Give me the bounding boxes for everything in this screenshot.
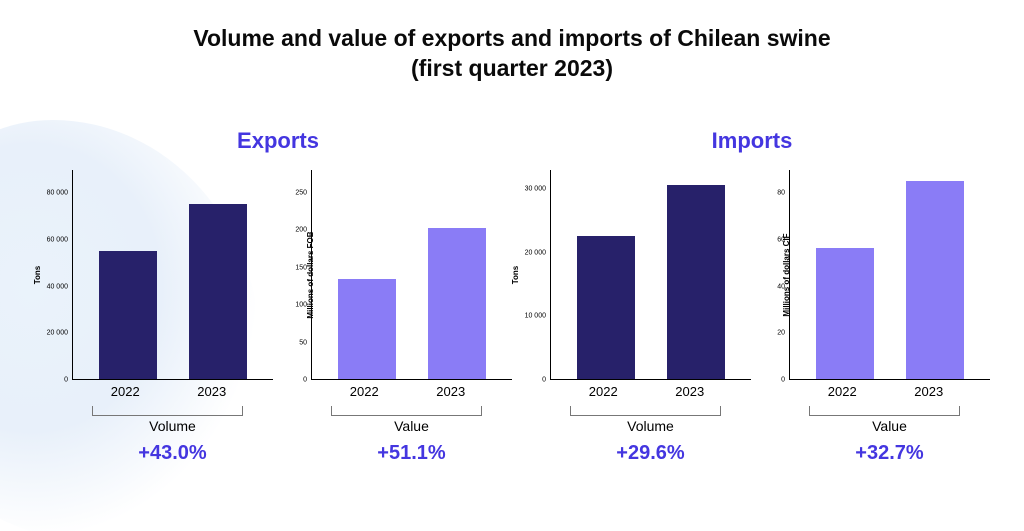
- y-tick: 100: [295, 302, 307, 309]
- y-tick: 80: [777, 190, 785, 197]
- page-title: Volume and value of exports and imports …: [0, 24, 1024, 84]
- bar: [99, 251, 157, 379]
- y-tick: 20 000: [525, 249, 546, 256]
- plot-area: [311, 170, 512, 380]
- bracket-row: Volume+43.0%Value+51.1%Volume+29.6%Value…: [34, 404, 990, 464]
- bar: [906, 181, 964, 379]
- bar: [577, 236, 635, 379]
- plot-area: [72, 170, 273, 380]
- y-tick: 0: [64, 377, 68, 384]
- y-tick: 0: [542, 377, 546, 384]
- y-tick: 20 000: [47, 330, 68, 337]
- y-axis: Tons010 00020 00030 000: [512, 170, 550, 380]
- chart: Tons010 00020 00030 000: [512, 170, 751, 380]
- section-label: Imports: [702, 128, 802, 154]
- bracket-label: Value: [311, 418, 512, 434]
- y-tick: 80 000: [47, 190, 68, 197]
- bracket: [92, 406, 243, 416]
- y-axis: Millions of dollars CIF020406080: [751, 170, 789, 380]
- bracket-cell: Value +51.1%: [273, 404, 512, 464]
- y-ticks: 020406080: [755, 170, 789, 380]
- bar: [189, 204, 247, 379]
- y-tick: 0: [303, 377, 307, 384]
- y-tick: 40 000: [47, 283, 68, 290]
- y-tick: 250: [295, 189, 307, 196]
- bracket: [331, 406, 482, 416]
- percent-change: +32.7%: [789, 442, 990, 465]
- bracket-cell: Value +32.7%: [751, 404, 990, 464]
- section-label: Exports: [228, 128, 328, 154]
- y-tick: 30 000: [525, 186, 546, 193]
- y-ticks: 050100150200250: [277, 170, 311, 380]
- y-tick: 10 000: [525, 313, 546, 320]
- y-tick: 60 000: [47, 237, 68, 244]
- y-tick: 50: [299, 339, 307, 346]
- y-tick: 20: [777, 330, 785, 337]
- chart: Tons020 00040 00060 00080 000: [34, 170, 273, 380]
- bracket: [809, 406, 960, 416]
- y-axis: Millions of dollars FOB050100150200250: [273, 170, 311, 380]
- chart: Millions of dollars FOB050100150200250: [273, 170, 512, 380]
- bracket-label: Volume: [550, 418, 751, 434]
- y-tick: 40: [777, 283, 785, 290]
- bar: [428, 228, 486, 379]
- bracket: [570, 406, 721, 416]
- bar: [338, 279, 396, 379]
- bracket-label: Value: [789, 418, 990, 434]
- plot-area: [550, 170, 751, 380]
- plot-area: [789, 170, 990, 380]
- chart-page: Volume and value of exports and imports …: [0, 0, 1024, 531]
- y-ticks: 010 00020 00030 000: [516, 170, 550, 380]
- percent-change: +51.1%: [311, 442, 512, 465]
- y-ticks: 020 00040 00060 00080 000: [38, 170, 72, 380]
- bar: [816, 248, 874, 379]
- percent-change: +43.0%: [72, 442, 273, 465]
- y-tick: 200: [295, 227, 307, 234]
- bracket-cell: Volume +29.6%: [512, 404, 751, 464]
- charts-container: Tons020 00040 00060 00080 000Millions of…: [34, 170, 990, 380]
- chart: Millions of dollars CIF020406080: [751, 170, 990, 380]
- y-axis: Tons020 00040 00060 00080 000: [34, 170, 72, 380]
- bar: [667, 185, 725, 379]
- bracket-cell: Volume +43.0%: [34, 404, 273, 464]
- y-tick: 150: [295, 264, 307, 271]
- percent-change: +29.6%: [550, 442, 751, 465]
- bracket-label: Volume: [72, 418, 273, 434]
- y-tick: 60: [777, 237, 785, 244]
- y-tick: 0: [781, 377, 785, 384]
